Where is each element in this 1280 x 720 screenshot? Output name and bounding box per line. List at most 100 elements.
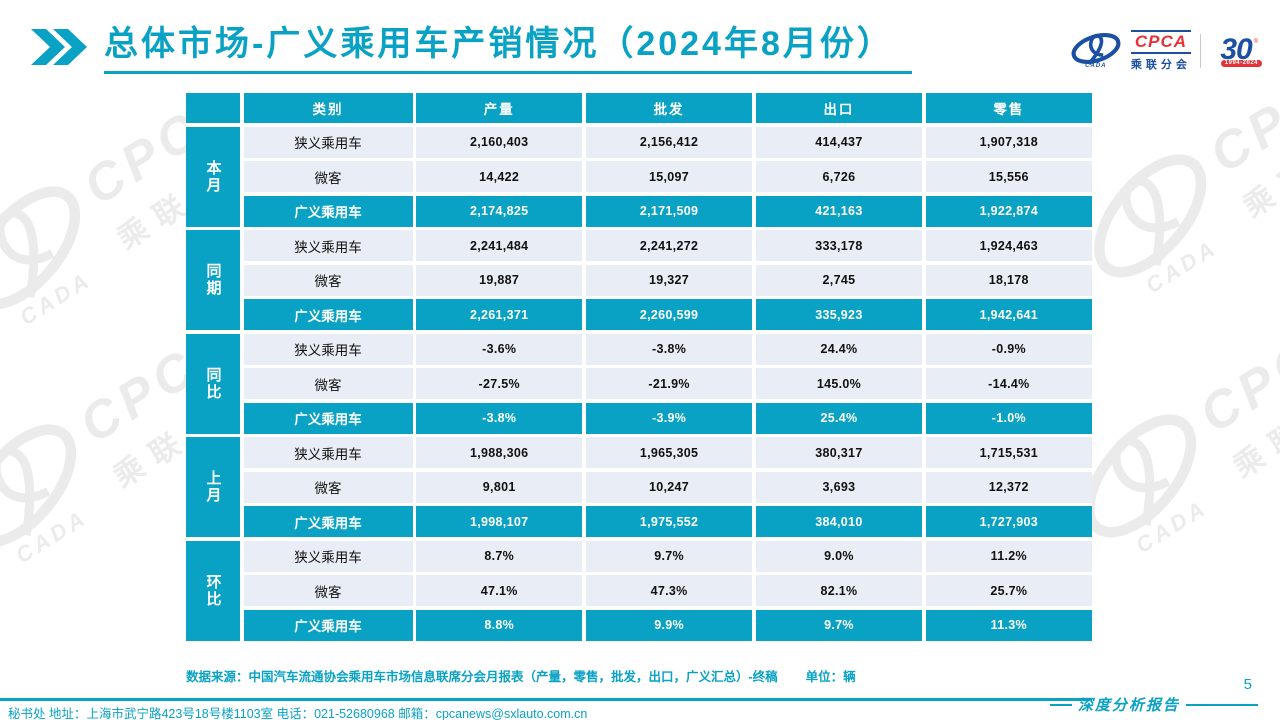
- category-cell: 狭义乘用车: [243, 126, 413, 158]
- table-group-0: 本月 狭义乘用车 2,160,403 2,156,412 414,437 1,907,31…: [186, 126, 1092, 227]
- watermark-emblem-block: CADA: [0, 405, 122, 587]
- category-cell: 微客: [243, 575, 413, 606]
- value-cell: 2,745: [755, 264, 923, 296]
- value-cell: 25.4%: [755, 402, 923, 434]
- data-table: 类别 产量 批发 出口 零售 本月 狭义乘用车 2,160,403 2,156,412…: [186, 93, 1092, 641]
- table-body: 本月 狭义乘用车 2,160,403 2,156,412 414,437 1,907,31…: [186, 126, 1092, 641]
- value-cell: 1,998,107: [416, 506, 583, 537]
- cada-swoosh-icon: [0, 424, 77, 548]
- value-cell: 2,241,484: [416, 230, 583, 261]
- column-header-retail: 零售: [925, 93, 1092, 123]
- tag-line-left: [1049, 703, 1072, 706]
- watermark-logo: CADA CPCA 乘联分会: [1061, 39, 1280, 317]
- value-cell: 6,726: [755, 161, 923, 192]
- tag-line-right: [1186, 703, 1258, 706]
- value-cell: 1,727,903: [925, 506, 1092, 537]
- source-text: 数据来源：中国汽车流通协会乘用车市场信息联席分会月报表（产量，零售，批发，出口，…: [186, 670, 778, 684]
- value-cell: -14.4%: [925, 368, 1092, 399]
- cpca-wordmark: CPCA 乘联分会: [1130, 30, 1191, 72]
- value-cell: 15,097: [585, 161, 753, 192]
- row-group-label: 同期: [186, 230, 240, 330]
- cpca-chinese-text: 乘联分会: [1130, 58, 1191, 71]
- value-cell: 2,260,599: [585, 299, 753, 330]
- value-cell: -3.6%: [416, 333, 583, 365]
- page-title: 总体市场-广义乘用车产销情况（2024年8月份）: [104, 25, 912, 75]
- anniversary-number: 30: [1220, 32, 1252, 66]
- cada-emblem: CADA: [1070, 32, 1122, 69]
- value-cell: 18,178: [925, 264, 1092, 296]
- value-cell: 384,010: [755, 506, 923, 537]
- category-cell: 微客: [243, 264, 413, 296]
- watermark-cada-text: CADA: [1131, 494, 1213, 559]
- watermark-cpca-text: CPCA: [1189, 304, 1280, 445]
- table-group-1: 同期 狭义乘用车 2,241,484 2,241,272 333,178 1,924,46…: [186, 230, 1092, 330]
- category-cell: 微客: [243, 368, 413, 399]
- category-cell: 狭义乘用车: [243, 540, 413, 572]
- category-cell: 狭义乘用车: [243, 230, 413, 261]
- value-cell: 2,261,371: [416, 299, 583, 330]
- value-cell: -27.5%: [416, 368, 583, 399]
- value-cell: -3.8%: [585, 333, 753, 365]
- value-cell: -3.9%: [585, 402, 753, 434]
- value-cell: 335,923: [755, 299, 923, 330]
- watermark-emblem-block: CADA: [0, 167, 126, 349]
- value-cell: 414,437: [755, 126, 923, 158]
- registered-mark: ®: [1253, 38, 1258, 45]
- value-cell: 1,942,641: [925, 299, 1092, 330]
- value-cell: 421,163: [755, 195, 923, 227]
- value-cell: 10,247: [585, 471, 753, 503]
- anniversary-years: 1994-2024: [1220, 59, 1262, 67]
- unit-text: 单位：辆: [805, 670, 856, 684]
- cada-swoosh-icon: [1071, 33, 1121, 66]
- category-cell: 广义乘用车: [243, 506, 413, 537]
- value-cell: 1,924,463: [925, 230, 1092, 261]
- cpca-logo: CADA CPCA 乘联分会 30 ® 1994-2024: [1070, 30, 1262, 72]
- value-cell: 1,715,531: [925, 437, 1092, 468]
- value-cell: -1.0%: [925, 402, 1092, 434]
- value-cell: 2,160,403: [416, 126, 583, 158]
- value-cell: 2,174,825: [416, 195, 583, 227]
- category-cell: 微客: [243, 471, 413, 503]
- value-cell: 2,171,509: [585, 195, 753, 227]
- value-cell: 333,178: [755, 230, 923, 261]
- watermark-sub-text: 乘联分会: [1237, 106, 1280, 224]
- cpca-text: CPCA: [1130, 30, 1191, 54]
- value-cell: 1,965,305: [585, 437, 753, 468]
- watermark-cada-text: CADA: [11, 504, 93, 569]
- value-cell: 2,156,412: [585, 126, 753, 158]
- value-cell: 47.3%: [585, 575, 753, 606]
- report-type-tag: 深度分析报告: [1049, 694, 1258, 715]
- value-cell: 9.7%: [585, 540, 753, 572]
- category-cell: 狭义乘用车: [243, 437, 413, 468]
- value-cell: 3,693: [755, 471, 923, 503]
- value-cell: 1,988,306: [416, 437, 583, 468]
- table-group-2: 同比 狭义乘用车 -3.6% -3.8% 24.4% -0.9% 微客 -27.5% -21.9…: [186, 333, 1092, 434]
- value-cell: 1,907,318: [925, 126, 1092, 158]
- value-cell: 11.2%: [925, 540, 1092, 572]
- contact-info: 秘书处 地址：上海市武宁路423号18号楼1103室 电话：021-526809…: [8, 707, 588, 720]
- table-corner-cell: [186, 93, 240, 123]
- value-cell: 14,422: [416, 161, 583, 192]
- value-cell: -0.9%: [925, 333, 1092, 365]
- value-cell: 9,801: [416, 471, 583, 503]
- category-cell: 微客: [243, 161, 413, 192]
- watermark-cada-text: CADA: [15, 266, 97, 331]
- page-number: 5: [1243, 676, 1252, 693]
- value-cell: 82.1%: [755, 575, 923, 606]
- report-type-label: 深度分析报告: [1077, 698, 1180, 714]
- double-chevron-icon: [31, 29, 87, 65]
- cada-swoosh-icon: [0, 186, 81, 310]
- column-header-category: 类别: [243, 93, 413, 123]
- value-cell: 1,975,552: [585, 506, 753, 537]
- value-cell: 9.9%: [585, 609, 753, 641]
- value-cell: 25.7%: [925, 575, 1092, 606]
- value-cell: 19,887: [416, 264, 583, 296]
- value-cell: 9.7%: [755, 609, 923, 641]
- value-cell: 9.0%: [755, 540, 923, 572]
- source-note: 数据来源：中国汽车流通协会乘用车市场信息联席分会月报表（产量，零售，批发，出口，…: [186, 666, 856, 685]
- value-cell: 145.0%: [755, 368, 923, 399]
- value-cell: 11.3%: [925, 609, 1092, 641]
- watermark-text-block: CPCA 乘联分会: [1200, 44, 1280, 226]
- anniversary-30-badge: 30 ® 1994-2024: [1210, 32, 1262, 67]
